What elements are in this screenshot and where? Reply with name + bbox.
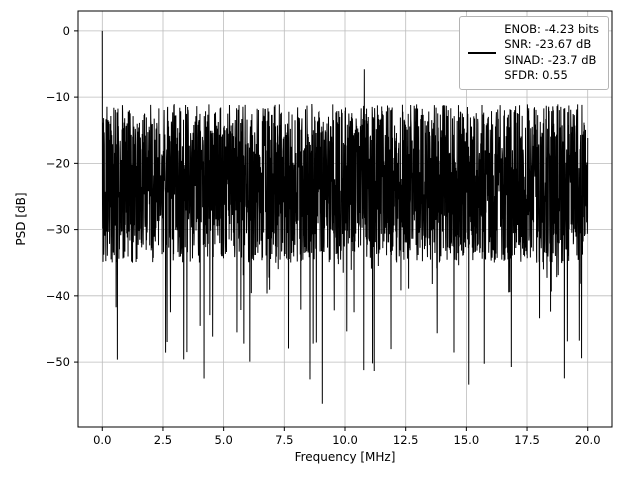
legend-entry-enob: ENOB: -4.23 bits (504, 22, 599, 36)
y-tick-label: −30 (46, 223, 70, 237)
y-tick-label: 0 (63, 24, 70, 38)
x-tick-label: 5.0 (214, 433, 232, 447)
y-tick-label: −20 (46, 156, 70, 170)
psd-series-line (101, 30, 589, 404)
legend-entry-sinad: SINAD: -23.7 dB (504, 52, 597, 67)
x-tick-label: 10.0 (332, 433, 358, 447)
x-tick-label: 0.0 (93, 433, 111, 447)
y-tick-label: −40 (46, 289, 70, 303)
x-tick-label: 7.5 (275, 433, 293, 447)
legend-line-sample-icon (468, 51, 497, 54)
x-tick-label: 15.0 (454, 433, 480, 447)
legend-entry-sfdr: SFDR: 0.55 (504, 68, 568, 83)
x-axis-label: Frequency [MHz] (294, 450, 396, 464)
y-axis-label: PSD [dB] (14, 192, 28, 246)
legend-entries: ENOB: -4.23 bits SNR: -23.67 dB SINAD: -… (504, 22, 599, 84)
x-tick-label: 17.5 (514, 433, 540, 447)
legend: ENOB: -4.23 bits SNR: -23.67 dB SINAD: -… (459, 16, 609, 90)
y-tick-label: −50 (46, 355, 70, 369)
y-tick-label: −10 (46, 90, 70, 104)
x-tick-label: 12.5 (393, 433, 419, 447)
x-tick-label: 20.0 (575, 433, 601, 447)
legend-entry-snr: SNR: -23.67 dB (504, 37, 592, 52)
x-tick-label: 2.5 (154, 433, 172, 447)
